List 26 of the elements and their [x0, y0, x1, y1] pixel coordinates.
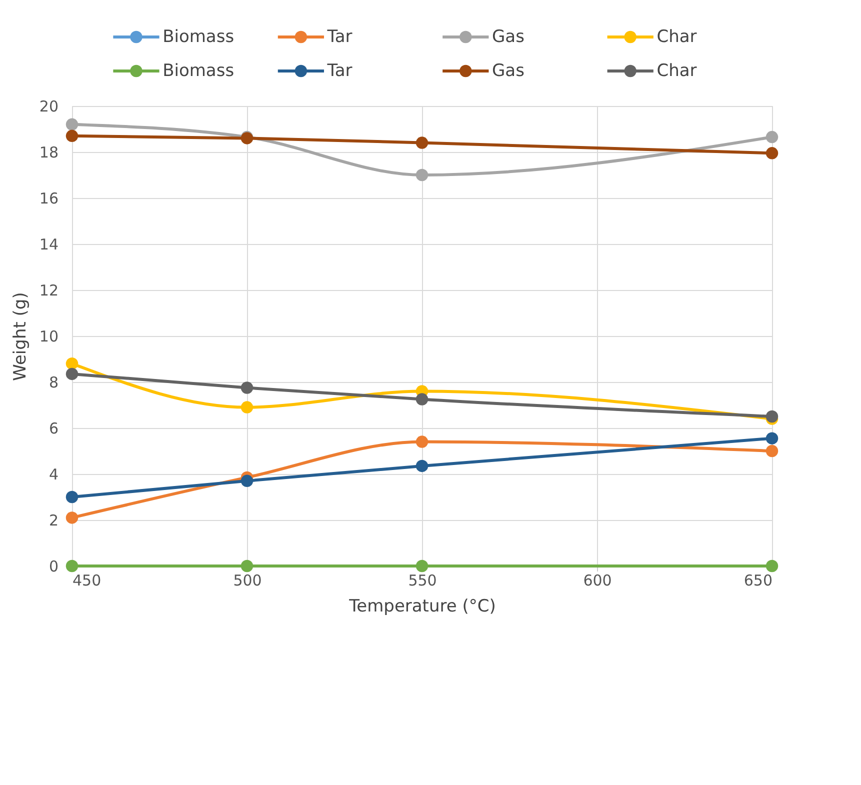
y-tick-label: 16	[39, 190, 58, 208]
y-tick-label: 8	[48, 374, 58, 392]
y-tick-label: 6	[48, 420, 58, 438]
x-tick-label: 650	[744, 572, 772, 590]
y-tick-label: 20	[39, 98, 58, 116]
y-tick-label: 14	[39, 236, 58, 254]
legend-label: Char	[656, 61, 697, 81]
y-tick-label: 2	[48, 512, 58, 530]
legend-label: Gas	[492, 27, 525, 47]
legend-label: Biomass	[162, 27, 234, 47]
y-axis-title: Weight (g)	[10, 292, 30, 381]
y-tick-label: 18	[39, 144, 58, 162]
x-tick-label: 450	[72, 572, 102, 590]
y-tick-label: 10	[39, 328, 58, 346]
y-tick-label: 12	[39, 282, 58, 300]
legend-label: Tar	[326, 27, 352, 47]
y-tick-label: 4	[48, 466, 58, 484]
legend-label: Char	[656, 27, 697, 47]
legend-label: Biomass	[162, 61, 234, 81]
x-tick-label: 500	[233, 572, 262, 590]
legend-label: Gas	[492, 61, 525, 81]
y-tick-label: 0	[48, 558, 58, 576]
x-tick-label: 550	[408, 572, 437, 590]
x-axis-title: Temperature (°C)	[348, 596, 496, 616]
x-tick-label: 600	[583, 572, 612, 590]
legend-label: Tar	[326, 61, 352, 81]
